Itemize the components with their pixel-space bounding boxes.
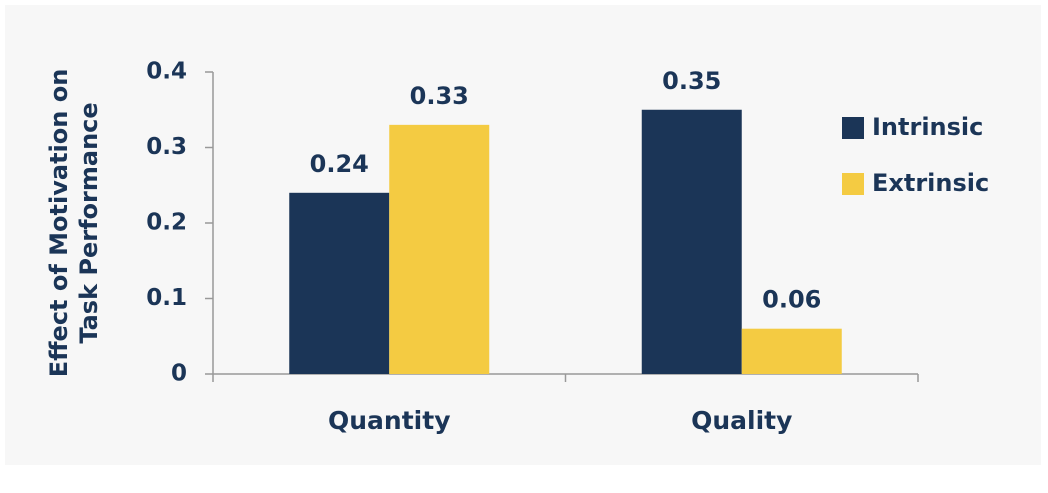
- y-tick-label: 0.1: [146, 285, 187, 311]
- value-label: 0.06: [762, 286, 821, 314]
- bar: [389, 124, 490, 374]
- bar: [289, 192, 390, 374]
- legend-swatch: [842, 117, 864, 139]
- chart-background: [5, 5, 1041, 465]
- x-tick-label: Quantity: [328, 406, 451, 435]
- value-label: 0.35: [662, 67, 721, 95]
- y-axis-title: Effect of Motivation on Task Performance: [45, 69, 103, 378]
- bar: [641, 109, 742, 374]
- legend-label: Intrinsic: [872, 113, 983, 141]
- y-tick-label: 0: [171, 361, 187, 387]
- x-tick-label: Quality: [691, 406, 792, 435]
- value-label: 0.33: [410, 82, 469, 110]
- y-tick-label: 0.4: [146, 59, 187, 85]
- legend-swatch: [842, 173, 864, 195]
- value-label: 0.24: [310, 150, 369, 178]
- bar: [741, 328, 842, 374]
- y-axis-title-line: Task Performance: [75, 102, 103, 343]
- legend-label: Extrinsic: [872, 169, 989, 197]
- y-axis-title-line: Effect of Motivation on: [45, 69, 73, 378]
- y-tick-label: 0.2: [146, 210, 187, 236]
- y-tick-label: 0.3: [146, 134, 187, 160]
